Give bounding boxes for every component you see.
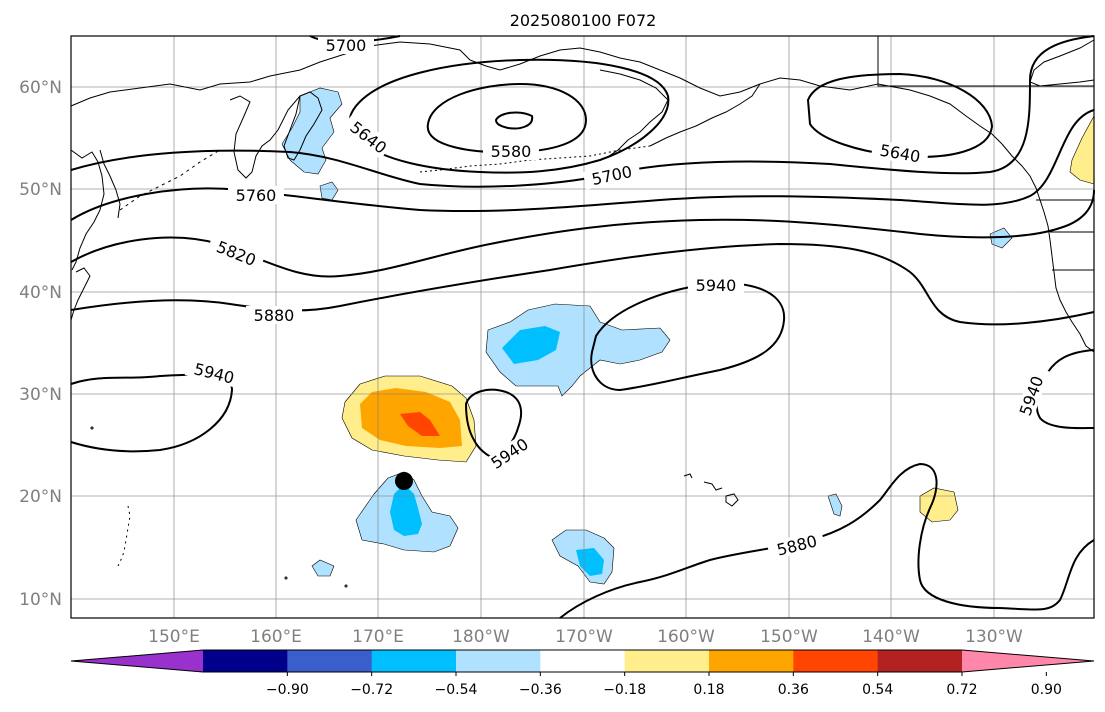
colorbar-segment xyxy=(203,650,288,672)
lon-label: 170°W xyxy=(555,627,613,647)
colorbar-tick-label: 0.54 xyxy=(862,682,893,698)
lon-label: 130°W xyxy=(965,627,1023,647)
longitude-labels: 150°E 160°E 170°E 180°W 170°W 160°W 150°… xyxy=(148,627,1023,647)
svg-text:5880: 5880 xyxy=(775,531,819,559)
lon-label: 150°W xyxy=(760,627,818,647)
colorbar-segment xyxy=(624,650,710,672)
anomaly-shading xyxy=(281,87,1095,585)
contour-label: 5940 xyxy=(1013,365,1051,425)
colorbar-tick-label: 0.18 xyxy=(693,682,724,698)
lon-label: 140°W xyxy=(862,627,920,647)
svg-text:5820: 5820 xyxy=(214,237,259,270)
colorbar-tick-label: 0.90 xyxy=(1031,682,1062,698)
lat-label: 30°N xyxy=(19,385,62,405)
contour-label: 5700 xyxy=(582,160,642,190)
colorbar-extend-high xyxy=(962,650,1094,672)
colorbar-segment xyxy=(540,650,626,672)
svg-text:5700: 5700 xyxy=(590,162,634,189)
colorbar-segment xyxy=(287,650,373,672)
colorbar-segment xyxy=(456,650,541,672)
contour-label: 5880 xyxy=(766,529,826,561)
svg-text:5880: 5880 xyxy=(254,306,295,325)
colorbar-tick-label: −0.72 xyxy=(350,682,393,698)
colorbar-segment xyxy=(709,650,794,672)
contour-label: 5700 xyxy=(318,36,374,55)
colorbar-segment xyxy=(877,650,963,672)
contour-label: 5580 xyxy=(483,142,539,161)
contour-label-group: 5700 5640 5580 5700 5640 5760 5820 5880 … xyxy=(184,36,1051,561)
svg-text:5760: 5760 xyxy=(236,186,277,205)
svg-text:5940: 5940 xyxy=(696,276,737,295)
lon-label: 150°E xyxy=(148,627,200,647)
colorbar-outline xyxy=(70,649,1095,673)
colorbar-tick-label: −0.18 xyxy=(603,682,646,698)
lat-label: 40°N xyxy=(19,283,62,303)
svg-text:5940: 5940 xyxy=(192,359,236,387)
contour-label: 5640 xyxy=(870,139,930,167)
contour-label: 5940 xyxy=(481,429,539,477)
contour-label: 5820 xyxy=(206,234,266,272)
lat-label: 50°N xyxy=(19,180,62,200)
colorbar-segment xyxy=(371,650,457,672)
contour-label: 5640 xyxy=(341,112,393,160)
map-frame xyxy=(70,35,1095,619)
svg-text:5940: 5940 xyxy=(1016,373,1048,418)
lat-label: 60°N xyxy=(19,78,62,98)
storm-center-marker xyxy=(395,472,413,490)
colorbar-segment xyxy=(793,650,879,672)
latitude-labels: 10°N 20°N 30°N 40°N 50°N 60°N xyxy=(19,78,62,610)
lon-label: 160°W xyxy=(657,627,715,647)
lat-label: 20°N xyxy=(19,487,62,507)
contour-label: 5940 xyxy=(184,357,244,389)
colorbar: −0.90 −0.72 −0.54 −0.36 −0.18 0.18 0.36 0.54 0.7… xyxy=(70,649,1095,698)
colorbar-tick-label: 0.36 xyxy=(778,682,809,698)
svg-text:5700: 5700 xyxy=(326,36,367,55)
colorbar-tick-label: −0.90 xyxy=(266,682,309,698)
svg-text:5580: 5580 xyxy=(491,142,532,161)
colorbar-tick-label: −0.54 xyxy=(435,682,478,698)
map-title: 2025080100 F072 xyxy=(510,11,657,30)
height-contours xyxy=(70,35,1095,619)
lat-label: 10°N xyxy=(19,590,62,610)
colorbar-tick-label: −0.36 xyxy=(519,682,562,698)
lon-label: 160°E xyxy=(250,627,302,647)
contour-label: 5880 xyxy=(246,306,302,325)
contour-label: 5940 xyxy=(688,276,744,295)
colorbar-extend-low xyxy=(71,650,203,672)
lon-label: 170°E xyxy=(352,627,404,647)
lon-label: 180°W xyxy=(452,627,510,647)
svg-text:5640: 5640 xyxy=(878,141,921,167)
colorbar-tick-label: 0.72 xyxy=(946,682,977,698)
contour-label: 5760 xyxy=(228,186,284,205)
